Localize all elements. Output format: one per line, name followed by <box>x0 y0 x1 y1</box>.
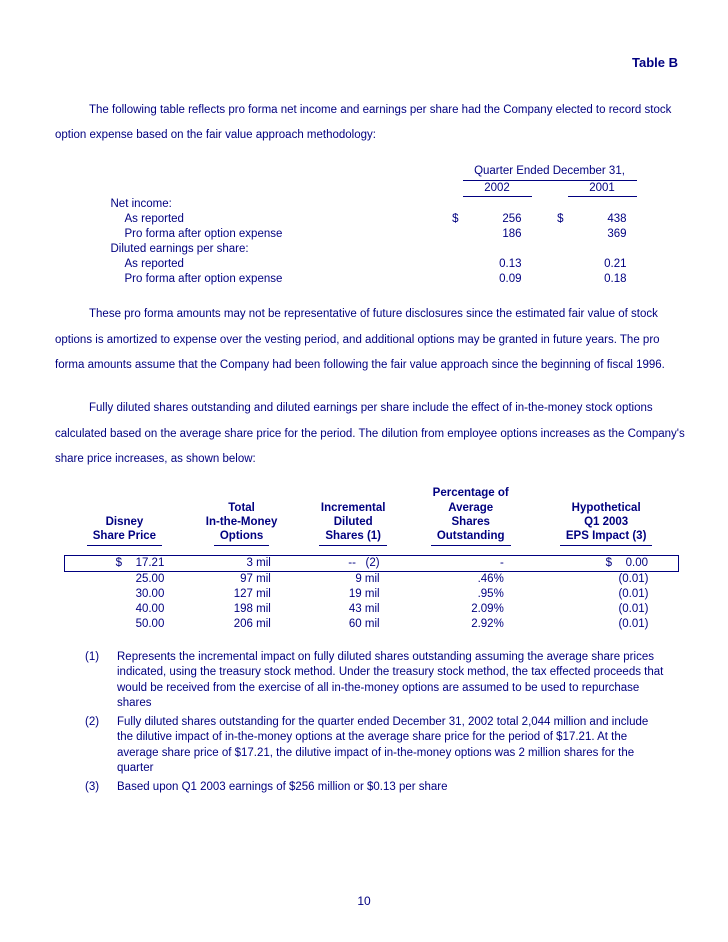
footnote-num: (3) <box>85 780 117 796</box>
t2-price: 30.00 <box>65 587 185 602</box>
t2-price: 40.00 <box>65 602 185 617</box>
t1-val: 0.18 <box>568 271 637 286</box>
footnote-num: (1) <box>85 650 117 712</box>
t1-val: 0.09 <box>463 271 532 286</box>
t2-col-header: TotalIn-the-MoneyOptions <box>184 486 298 548</box>
t1-label: Net income: <box>107 196 441 211</box>
t2-price: $17.21 <box>65 555 185 571</box>
t1-label: As reported <box>107 256 441 271</box>
t2-eps: (0.01) <box>534 587 679 602</box>
proforma-table: Quarter Ended December 31, 2002 2001 Net… <box>107 163 637 287</box>
t2-options: 3 mil <box>184 555 298 571</box>
t1-label: Diluted earnings per share: <box>107 241 441 256</box>
t1-row: Pro forma after option expense 186 369 <box>107 226 637 241</box>
t1-val: 0.21 <box>568 256 637 271</box>
t2-row: 25.0097 mil9 mil.46%(0.01) <box>65 571 679 587</box>
t2-options: 97 mil <box>184 571 298 587</box>
dilution-table: DisneyShare PriceTotalIn-the-MoneyOption… <box>64 486 679 632</box>
paragraph-3: Fully diluted shares outstanding and dil… <box>55 396 688 472</box>
t1-row: Pro forma after option expense 0.09 0.18 <box>107 271 637 286</box>
t2-row: 50.00206 mil60 mil2.92%(0.01) <box>65 617 679 632</box>
footnotes: (1)Represents the incremental impact on … <box>85 650 664 796</box>
footnote-text: Represents the incremental impact on ful… <box>117 650 664 712</box>
t2-col-header: DisneyShare Price <box>65 486 185 548</box>
t2-options: 127 mil <box>184 587 298 602</box>
t2-percentage: .46% <box>408 571 534 587</box>
t2-price: 25.00 <box>65 571 185 587</box>
t1-val: 186 <box>463 226 532 241</box>
footnote-text: Based upon Q1 2003 earnings of $256 mill… <box>117 780 664 796</box>
footnote-num: (2) <box>85 715 117 777</box>
t2-eps: (0.01) <box>534 602 679 617</box>
table-label: Table B <box>55 55 688 70</box>
t1-row: Net income: <box>107 196 637 211</box>
t1-row: Diluted earnings per share: <box>107 241 637 256</box>
t2-options: 206 mil <box>184 617 298 632</box>
t1-val <box>463 241 532 256</box>
t2-percentage: - <box>408 555 534 571</box>
t1-cur <box>441 271 463 286</box>
footnote: (3)Based upon Q1 2003 earnings of $256 m… <box>85 780 664 796</box>
t1-label: As reported <box>107 211 441 226</box>
t1-val <box>463 196 532 211</box>
t1-val <box>568 241 637 256</box>
t1-val: 369 <box>568 226 637 241</box>
t2-percentage: .95% <box>408 587 534 602</box>
t2-incremental: 60 mil <box>299 617 408 632</box>
t1-cur <box>546 256 568 271</box>
t1-year-1: 2001 <box>568 180 637 196</box>
t1-cur: $ <box>546 211 568 226</box>
t1-row: As reported$256$438 <box>107 211 637 226</box>
footnote: (2)Fully diluted shares outstanding for … <box>85 715 664 777</box>
t1-cur <box>546 226 568 241</box>
t2-price: 50.00 <box>65 617 185 632</box>
t2-col-header: IncrementalDilutedShares (1) <box>299 486 408 548</box>
page-number: 10 <box>0 894 728 908</box>
t2-row: 40.00198 mil43 mil2.09%(0.01) <box>65 602 679 617</box>
t2-percentage: 2.09% <box>408 602 534 617</box>
t1-cur <box>441 256 463 271</box>
t1-val: 256 <box>463 211 532 226</box>
t2-col-header: Percentage ofAverageSharesOutstanding <box>408 486 534 548</box>
t2-incremental: 43 mil <box>299 602 408 617</box>
t1-row: As reported 0.13 0.21 <box>107 256 637 271</box>
t2-incremental: -- (2) <box>299 555 408 571</box>
t2-eps: $0.00 <box>534 555 679 571</box>
paragraph-2: These pro forma amounts may not be repre… <box>55 302 688 378</box>
t1-val <box>568 196 637 211</box>
t2-incremental: 19 mil <box>299 587 408 602</box>
t2-row: 30.00127 mil19 mil.95%(0.01) <box>65 587 679 602</box>
t1-cur <box>546 241 568 256</box>
t2-eps: (0.01) <box>534 617 679 632</box>
t1-cur: $ <box>441 211 463 226</box>
t2-eps: (0.01) <box>534 571 679 587</box>
t1-year-0: 2002 <box>463 180 532 196</box>
page: Table B The following table reflects pro… <box>0 0 728 942</box>
t2-row: $17.213 mil-- (2)-$0.00 <box>65 555 679 571</box>
t1-header-span: Quarter Ended December 31, <box>463 163 637 181</box>
footnote: (1)Represents the incremental impact on … <box>85 650 664 712</box>
intro-paragraph: The following table reflects pro forma n… <box>55 98 688 149</box>
t2-col-header: HypotheticalQ1 2003EPS Impact (3) <box>534 486 679 548</box>
t1-label: Pro forma after option expense <box>107 271 441 286</box>
t1-cur <box>546 196 568 211</box>
t1-cur <box>441 226 463 241</box>
t1-label: Pro forma after option expense <box>107 226 441 241</box>
t1-cur <box>441 196 463 211</box>
t2-percentage: 2.92% <box>408 617 534 632</box>
footnote-text: Fully diluted shares outstanding for the… <box>117 715 664 777</box>
t2-incremental: 9 mil <box>299 571 408 587</box>
t1-val: 438 <box>568 211 637 226</box>
t1-val: 0.13 <box>463 256 532 271</box>
t2-options: 198 mil <box>184 602 298 617</box>
t1-cur <box>441 241 463 256</box>
t1-cur <box>546 271 568 286</box>
